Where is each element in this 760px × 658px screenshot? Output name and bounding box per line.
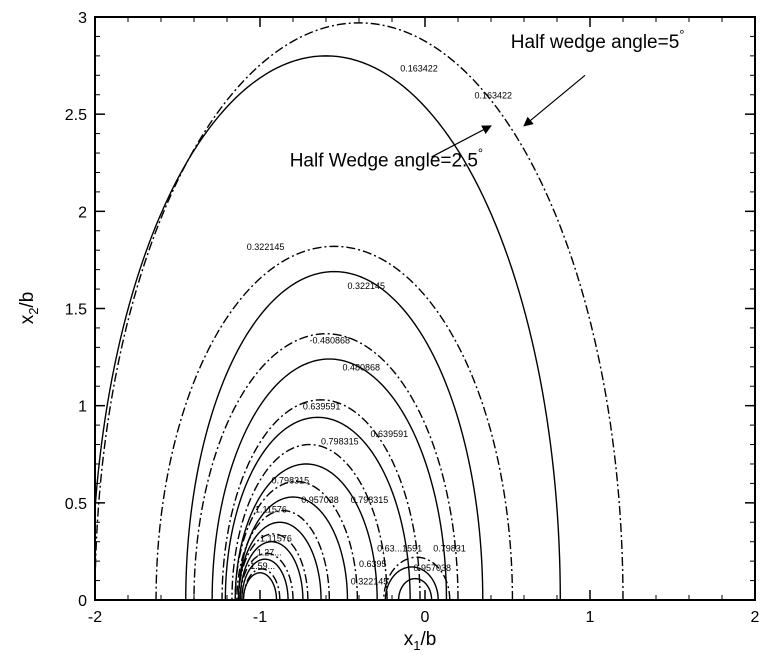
y-tick-label: 2.5 — [65, 107, 87, 124]
y-tick-label: 3 — [78, 10, 87, 27]
contour-level-label: 0.957038 — [413, 563, 451, 573]
y-tick-label: 1 — [78, 399, 87, 416]
contour-level-label: 0.79831 — [433, 543, 466, 553]
contour-level-label: 0.63...1591 — [377, 543, 422, 553]
y-tick-label: 0 — [78, 593, 87, 610]
x-tick-label: 0 — [421, 609, 430, 626]
annotation-arrow — [524, 75, 585, 126]
x-tick-label: -1 — [253, 609, 267, 626]
contour-level-label: 0.798315 — [351, 495, 389, 505]
plot-frame — [95, 17, 755, 600]
contour-level-label: 0.163422 — [400, 63, 438, 73]
x-tick-label: -2 — [88, 609, 102, 626]
contour-level-label: 1.11576 — [255, 505, 287, 515]
y-tick-label: 1.5 — [65, 302, 87, 319]
contour-level-label: 0.6395 — [359, 559, 387, 569]
annotation-half-wedge-5: Half wedge angle=5° — [511, 27, 685, 53]
contour-level-label: 1.11576 — [260, 534, 292, 544]
contour-level-label: 0.163422 — [475, 91, 513, 101]
x-tick-label: 1 — [586, 609, 595, 626]
contour-level-label: 0.480868 — [343, 363, 381, 373]
annotation-half-wedge-2-5: Half Wedge angle=2.5° — [290, 146, 483, 172]
y-tick-label: 2 — [78, 204, 87, 221]
y-axis-title: x2/b — [17, 292, 41, 325]
x-tick-label: 2 — [751, 609, 760, 626]
y-axis-title-main: x2/b — [17, 292, 41, 325]
contour-level-label: -0.480868 — [310, 335, 351, 345]
y-tick-label: 0.5 — [65, 496, 87, 513]
x-axis-title-main: x1/b — [404, 629, 437, 653]
contour-line-half-wedge-2-5-11 — [399, 579, 432, 600]
contour-level-label: 0.639591 — [303, 402, 341, 412]
contour-level-label: 0.798315 — [272, 475, 310, 485]
x-axis-title: x1/b — [404, 629, 437, 653]
contour-level-label: 0.322145 — [247, 242, 285, 252]
contour-level-label: 1.59... — [250, 561, 275, 571]
contour-level-label: 0.322145 — [351, 576, 389, 586]
contour-level-label: 0.957038 — [301, 495, 339, 505]
contour-level-label: 0.798315 — [321, 437, 359, 447]
contour-level-label: 1.27... — [257, 547, 282, 557]
contour-level-label: 0.322145 — [347, 281, 385, 291]
contour-level-label: 0.639591 — [371, 429, 409, 439]
